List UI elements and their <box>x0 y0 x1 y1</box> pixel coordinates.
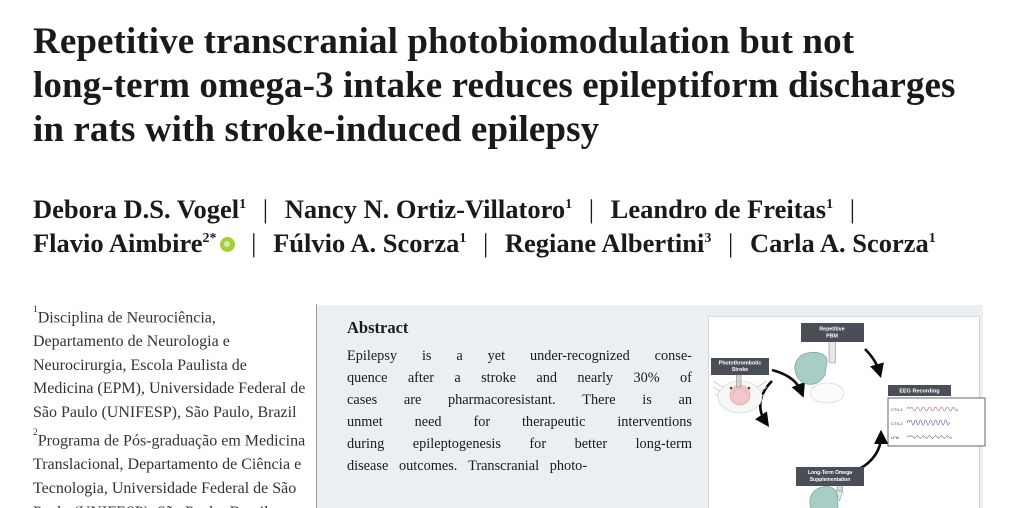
svg-text:Stroke: Stroke <box>732 367 749 373</box>
svg-text:CTX-1: CTX-1 <box>891 407 903 412</box>
svg-text:EEG Recording: EEG Recording <box>899 389 939 395</box>
svg-text:Repetitive: Repetitive <box>819 327 844 333</box>
svg-text:CTX-2: CTX-2 <box>891 421 903 426</box>
svg-text:Supplementation: Supplementation <box>810 477 851 483</box>
svg-text:Long-Term Omega: Long-Term Omega <box>808 470 852 476</box>
svg-text:Photothrombotic: Photothrombotic <box>719 361 762 367</box>
svg-text:PBM: PBM <box>826 334 838 340</box>
svg-text:LFM: LFM <box>891 435 899 440</box>
